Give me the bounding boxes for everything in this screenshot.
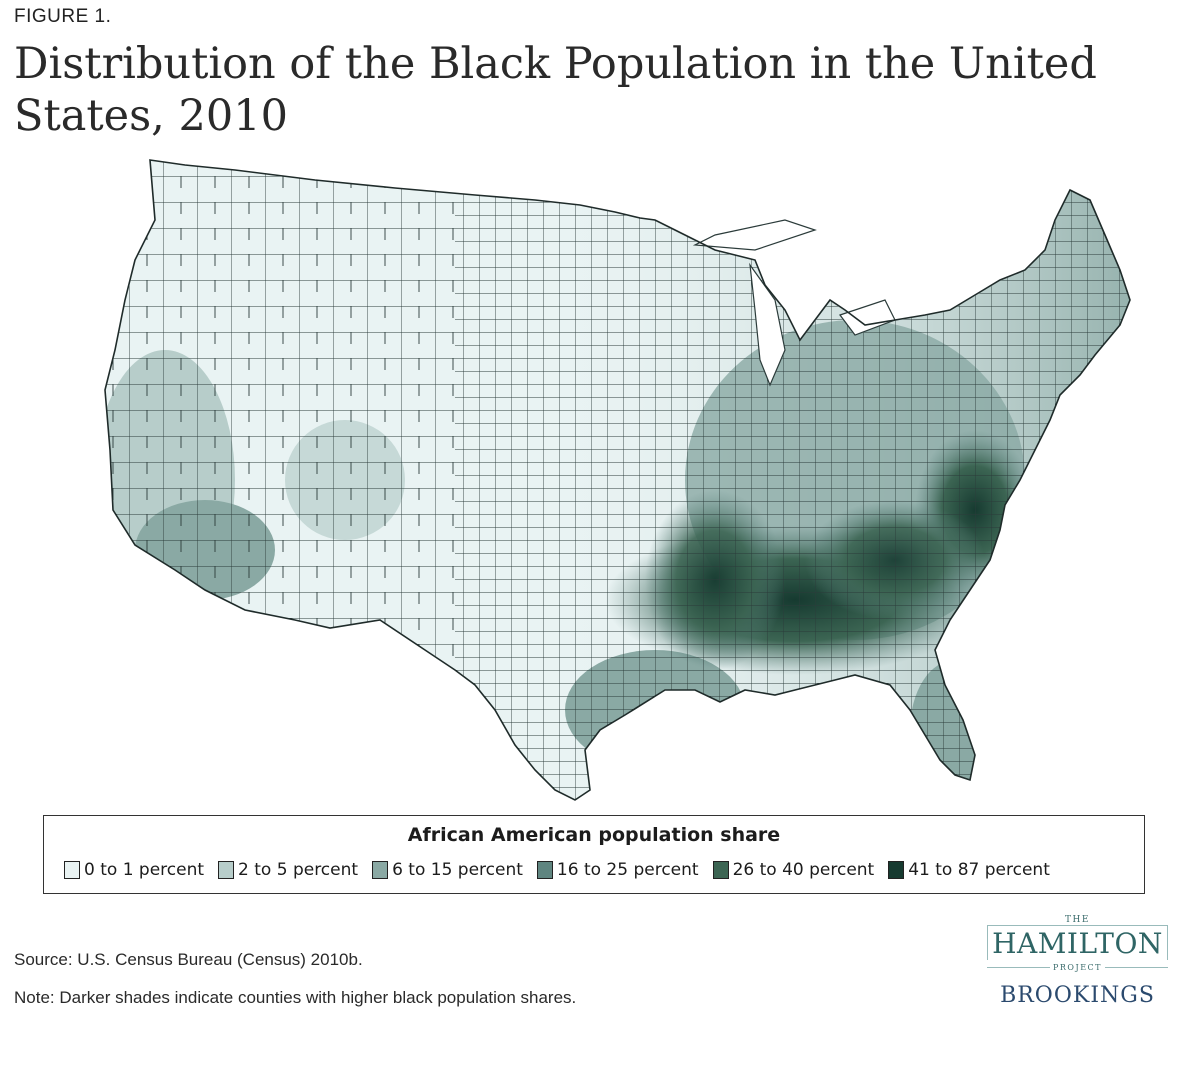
- legend-swatch: [888, 861, 905, 879]
- logo-the-text: THE: [1065, 915, 1090, 925]
- legend-label: 26 to 40 percent: [732, 860, 875, 880]
- legend-swatch: [712, 861, 729, 879]
- us-county-map: [95, 150, 1140, 810]
- legend-swatch: [372, 861, 389, 879]
- hamilton-brookings-logo: THE HAMILTON PROJECT BROOKINGS: [985, 915, 1170, 1015]
- logo-brookings-text: BROOKINGS: [1000, 983, 1155, 1008]
- logo-hamilton-text: HAMILTON: [987, 925, 1168, 960]
- legend-items: 0 to 1 percent 2 to 5 percent 6 to 15 perc…: [64, 860, 1134, 880]
- logo-project-label: PROJECT: [1050, 963, 1105, 972]
- legend-item: 41 to 87 percent: [888, 860, 1050, 880]
- legend-label: 16 to 25 percent: [556, 860, 699, 880]
- figure-title: Distribution of the Black Population in …: [14, 39, 1097, 141]
- note-text: Note: Darker shades indicate counties wi…: [14, 988, 577, 1007]
- legend-swatch: [536, 861, 553, 879]
- legend-swatch: [218, 861, 235, 879]
- figure-label: FIGURE 1.: [14, 6, 112, 27]
- legend-label: 2 to 5 percent: [238, 860, 359, 880]
- legend-item: 26 to 40 percent: [712, 860, 875, 880]
- map-svg: [104, 159, 1131, 801]
- legend-label: 41 to 87 percent: [908, 860, 1050, 880]
- legend-title: African American population share: [407, 824, 781, 846]
- source-note: Source: U.S. Census Bureau (Census) 2010…: [14, 950, 363, 969]
- legend-item: 2 to 5 percent: [218, 860, 358, 880]
- legend-item: 0 to 1 percent: [64, 860, 204, 880]
- legend-item: 6 to 15 percent: [372, 860, 523, 880]
- logo-project-text: PROJECT: [985, 963, 1170, 972]
- legend-item: 16 to 25 percent: [536, 860, 699, 880]
- legend-label: 0 to 1 percent: [84, 860, 205, 880]
- map-legend: African American population share 0 to 1…: [43, 815, 1145, 894]
- legend-swatch: [64, 861, 80, 879]
- legend-label: 6 to 15 percent: [392, 860, 523, 880]
